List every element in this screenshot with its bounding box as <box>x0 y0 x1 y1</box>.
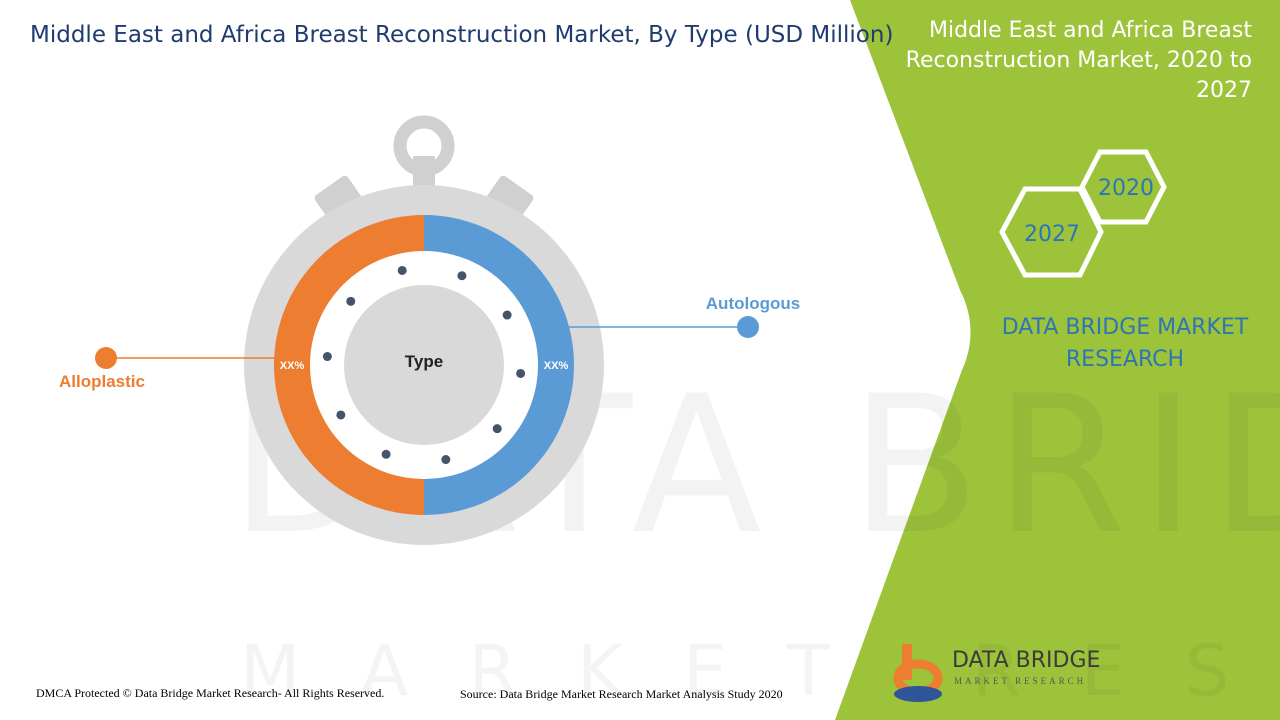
dial-dot <box>441 455 451 465</box>
dial-dot <box>457 271 467 281</box>
category-label-alloplastic: Alloplastic <box>59 372 145 391</box>
center-disc <box>344 285 504 445</box>
category-label-autologous: Autologous <box>706 294 800 313</box>
logo-tagline: MARKET RESEARCH <box>954 676 1087 686</box>
stopwatch-button-right <box>486 175 534 221</box>
dial-dots <box>322 265 526 465</box>
dial-dot <box>322 352 332 362</box>
dial-dot <box>492 424 502 434</box>
stopwatch-stem <box>413 156 435 186</box>
center-label: Type <box>405 352 443 371</box>
brand-name: DATA BRIDGE MARKET RESEARCH <box>985 312 1265 376</box>
page-title: Middle East and Africa Breast Reconstruc… <box>30 22 894 48</box>
hexagon-2020 <box>1079 149 1167 225</box>
chart-callouts: Autologous Alloplastic <box>59 294 800 391</box>
dial-dot <box>336 410 346 420</box>
dial-dot <box>397 265 407 275</box>
stopwatch-button-left <box>314 175 362 221</box>
brand-line-2: RESEARCH <box>1065 347 1185 372</box>
hexagon-2027 <box>999 186 1104 278</box>
side-panel-title: Middle East and Africa Breast Reconstruc… <box>905 18 1252 103</box>
data-bridge-logo-icon <box>893 644 943 702</box>
data-label-autologous: XX% <box>544 360 569 372</box>
green-panel-shape <box>835 0 1280 720</box>
dial-dot <box>346 296 356 306</box>
hex-year-2020: 2020 <box>1098 176 1154 201</box>
brand-line-1: DATA BRIDGE MARKET <box>1001 315 1249 340</box>
callout-dot-alloplastic <box>95 347 117 369</box>
dial-dot <box>502 310 512 320</box>
callout-dot-autologous <box>737 316 759 338</box>
source-note: Source: Data Bridge Market Research Mark… <box>460 687 783 701</box>
logo-name: DATA BRIDGE <box>952 648 1101 673</box>
dial-dot <box>381 449 391 459</box>
dial-dot <box>516 368 526 378</box>
data-label-alloplastic: XX% <box>280 360 305 372</box>
hex-year-2027: 2027 <box>1024 222 1080 247</box>
copyright-notice: DMCA Protected © Data Bridge Market Rese… <box>36 686 385 700</box>
watermark-subtext: MARKET RESEARCH <box>240 630 1280 712</box>
